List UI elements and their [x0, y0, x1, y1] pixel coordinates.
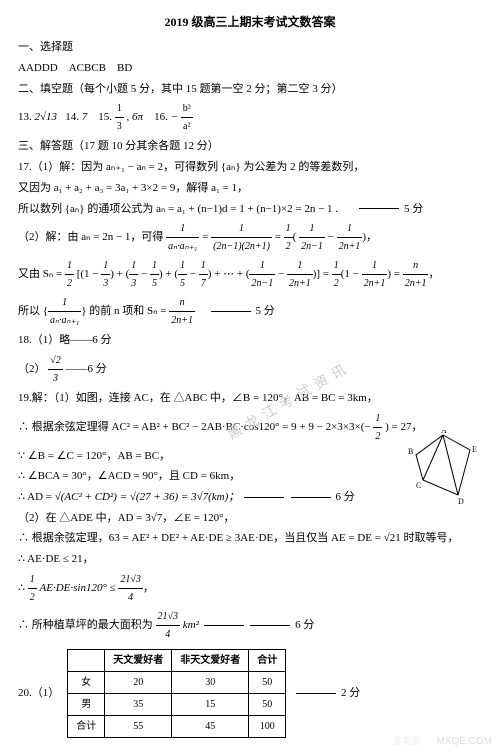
- table-row: 合计 55 45 100: [68, 715, 286, 737]
- q16-label: 16.: [154, 111, 168, 123]
- table-row: 女 20 30 50: [68, 671, 286, 693]
- table-header-cell: 天文爱好者: [105, 649, 172, 671]
- q20-label: 20.（1）: [18, 684, 59, 703]
- table-header-cell: 合计: [249, 649, 286, 671]
- geometry-diagram: A E D C B: [408, 430, 488, 510]
- q15-frac: 1 3: [115, 100, 124, 135]
- frac-term1: 1aₙ·aₙ₊₁: [166, 220, 199, 255]
- q19-2-line3: ∴ AE·DE ≤ 21，: [18, 550, 482, 569]
- q14-label: 14.: [65, 111, 79, 123]
- q16-prefix: −: [171, 111, 178, 123]
- section1-label: 一、选择题: [18, 38, 482, 57]
- q13-val: 2√13: [35, 111, 58, 123]
- q17-2-line1: （2）解：由 aₙ = 2n − 1，可得 1aₙ·aₙ₊₁ = 1(2n−1)…: [18, 220, 482, 255]
- q20-points: 2 分: [294, 684, 360, 703]
- mc-answers: AADDD ACBCB BD: [18, 59, 482, 78]
- q15-second: , 6π: [127, 111, 144, 123]
- dash-icon: [359, 208, 399, 209]
- watermark-logo: 答案圈: [393, 734, 420, 749]
- vertex-D: D: [458, 497, 464, 506]
- table-row: 男 35 15 50: [68, 693, 286, 715]
- q13-label: 13.: [18, 111, 32, 123]
- vertex-E: E: [472, 445, 477, 454]
- watermark-url: MXQE.COM: [436, 733, 492, 750]
- points-6a: 6 分: [336, 491, 355, 503]
- dash-icon: [296, 693, 336, 694]
- points-6b: 6 分: [295, 619, 314, 631]
- dash-icon: [250, 625, 290, 626]
- q17-2-line3: 所以 {1aₙ·aₙ₊₁} 的前 n 项和 Sₙ = n 2n+1 5 分: [18, 294, 482, 329]
- page-title: 2019 级高三上期末考试文数答案: [18, 12, 482, 32]
- vertex-C: C: [416, 481, 421, 490]
- q17-line3: 所以数列 {aₙ} 的通项公式为 aₙ = a₁ + (n−1)d = 1 + …: [18, 200, 482, 219]
- dash-icon: [211, 311, 251, 312]
- dash-icon: [204, 625, 244, 626]
- points-5: 5 分: [404, 203, 423, 215]
- points-5b: 5 分: [256, 305, 275, 317]
- vertex-A: A: [441, 430, 447, 435]
- q17-2-line2: 又由 Sₙ = 12 [(1 − 13) + (13 − 15) + (15 −…: [18, 257, 482, 292]
- q19-2-line2: ∴ 根据余弦定理，63 = AE² + DE² + AE·DE ≥ 3AE·DE…: [18, 529, 482, 548]
- q18-2: （2） √2 3 ——6 分: [18, 352, 482, 387]
- q17-line1: 17.（1）解：因为 aₙ₊₁ − aₙ = 2，可得数列 {aₙ} 为公差为 …: [18, 158, 482, 177]
- section2-label: 二、填空题（每个小题 5 分，其中 15 题第一空 2 分；第二空 3 分）: [18, 80, 482, 99]
- vertex-B: B: [408, 447, 413, 456]
- table-header-cell: [68, 649, 105, 671]
- q16-frac: b² a²: [181, 100, 193, 135]
- dash-icon: [244, 497, 284, 498]
- fillblank-row: 13. 2√13 14. 7 15. 1 3 , 6π 16. − b² a²: [18, 100, 482, 135]
- q17-line2: 又因为 a₁ + a₂ + a₃ = 3a₁ + 3×2 = 9，解得 a₁ =…: [18, 179, 482, 198]
- q18-1: 18.（1）略——6 分: [18, 331, 482, 350]
- q19-line1: 19.解：（1）如图，连接 AC，在 △ABC 中，∠B = 120°，AB =…: [18, 389, 482, 408]
- q20-row: 20.（1） 天文爱好者 非天文爱好者 合计 女 20 30 50 男 35 1…: [18, 645, 482, 742]
- q19-2-line5: ∴ 所种植草坪的最大面积为 21√3 4 km² 6 分: [18, 608, 482, 643]
- q20-table: 天文爱好者 非天文爱好者 合计 女 20 30 50 男 35 15 50 合计…: [67, 649, 286, 738]
- dash-icon: [291, 497, 331, 498]
- q19-2-line4: ∴ 1 2 AE·DE·sin120° ≤ 21√3 4 ，: [18, 571, 482, 606]
- q19-2-line1: （2）在 △ADE 中，AD = 3√7，∠E = 120°，: [18, 509, 482, 528]
- q15-label: 15.: [98, 111, 112, 123]
- q14-val: 7: [82, 111, 88, 123]
- table-header-row: 天文爱好者 非天文爱好者 合计: [68, 649, 286, 671]
- section3-label: 三、解答题（17 题 10 分其余各题 12 分）: [18, 137, 482, 156]
- table-header-cell: 非天文爱好者: [172, 649, 249, 671]
